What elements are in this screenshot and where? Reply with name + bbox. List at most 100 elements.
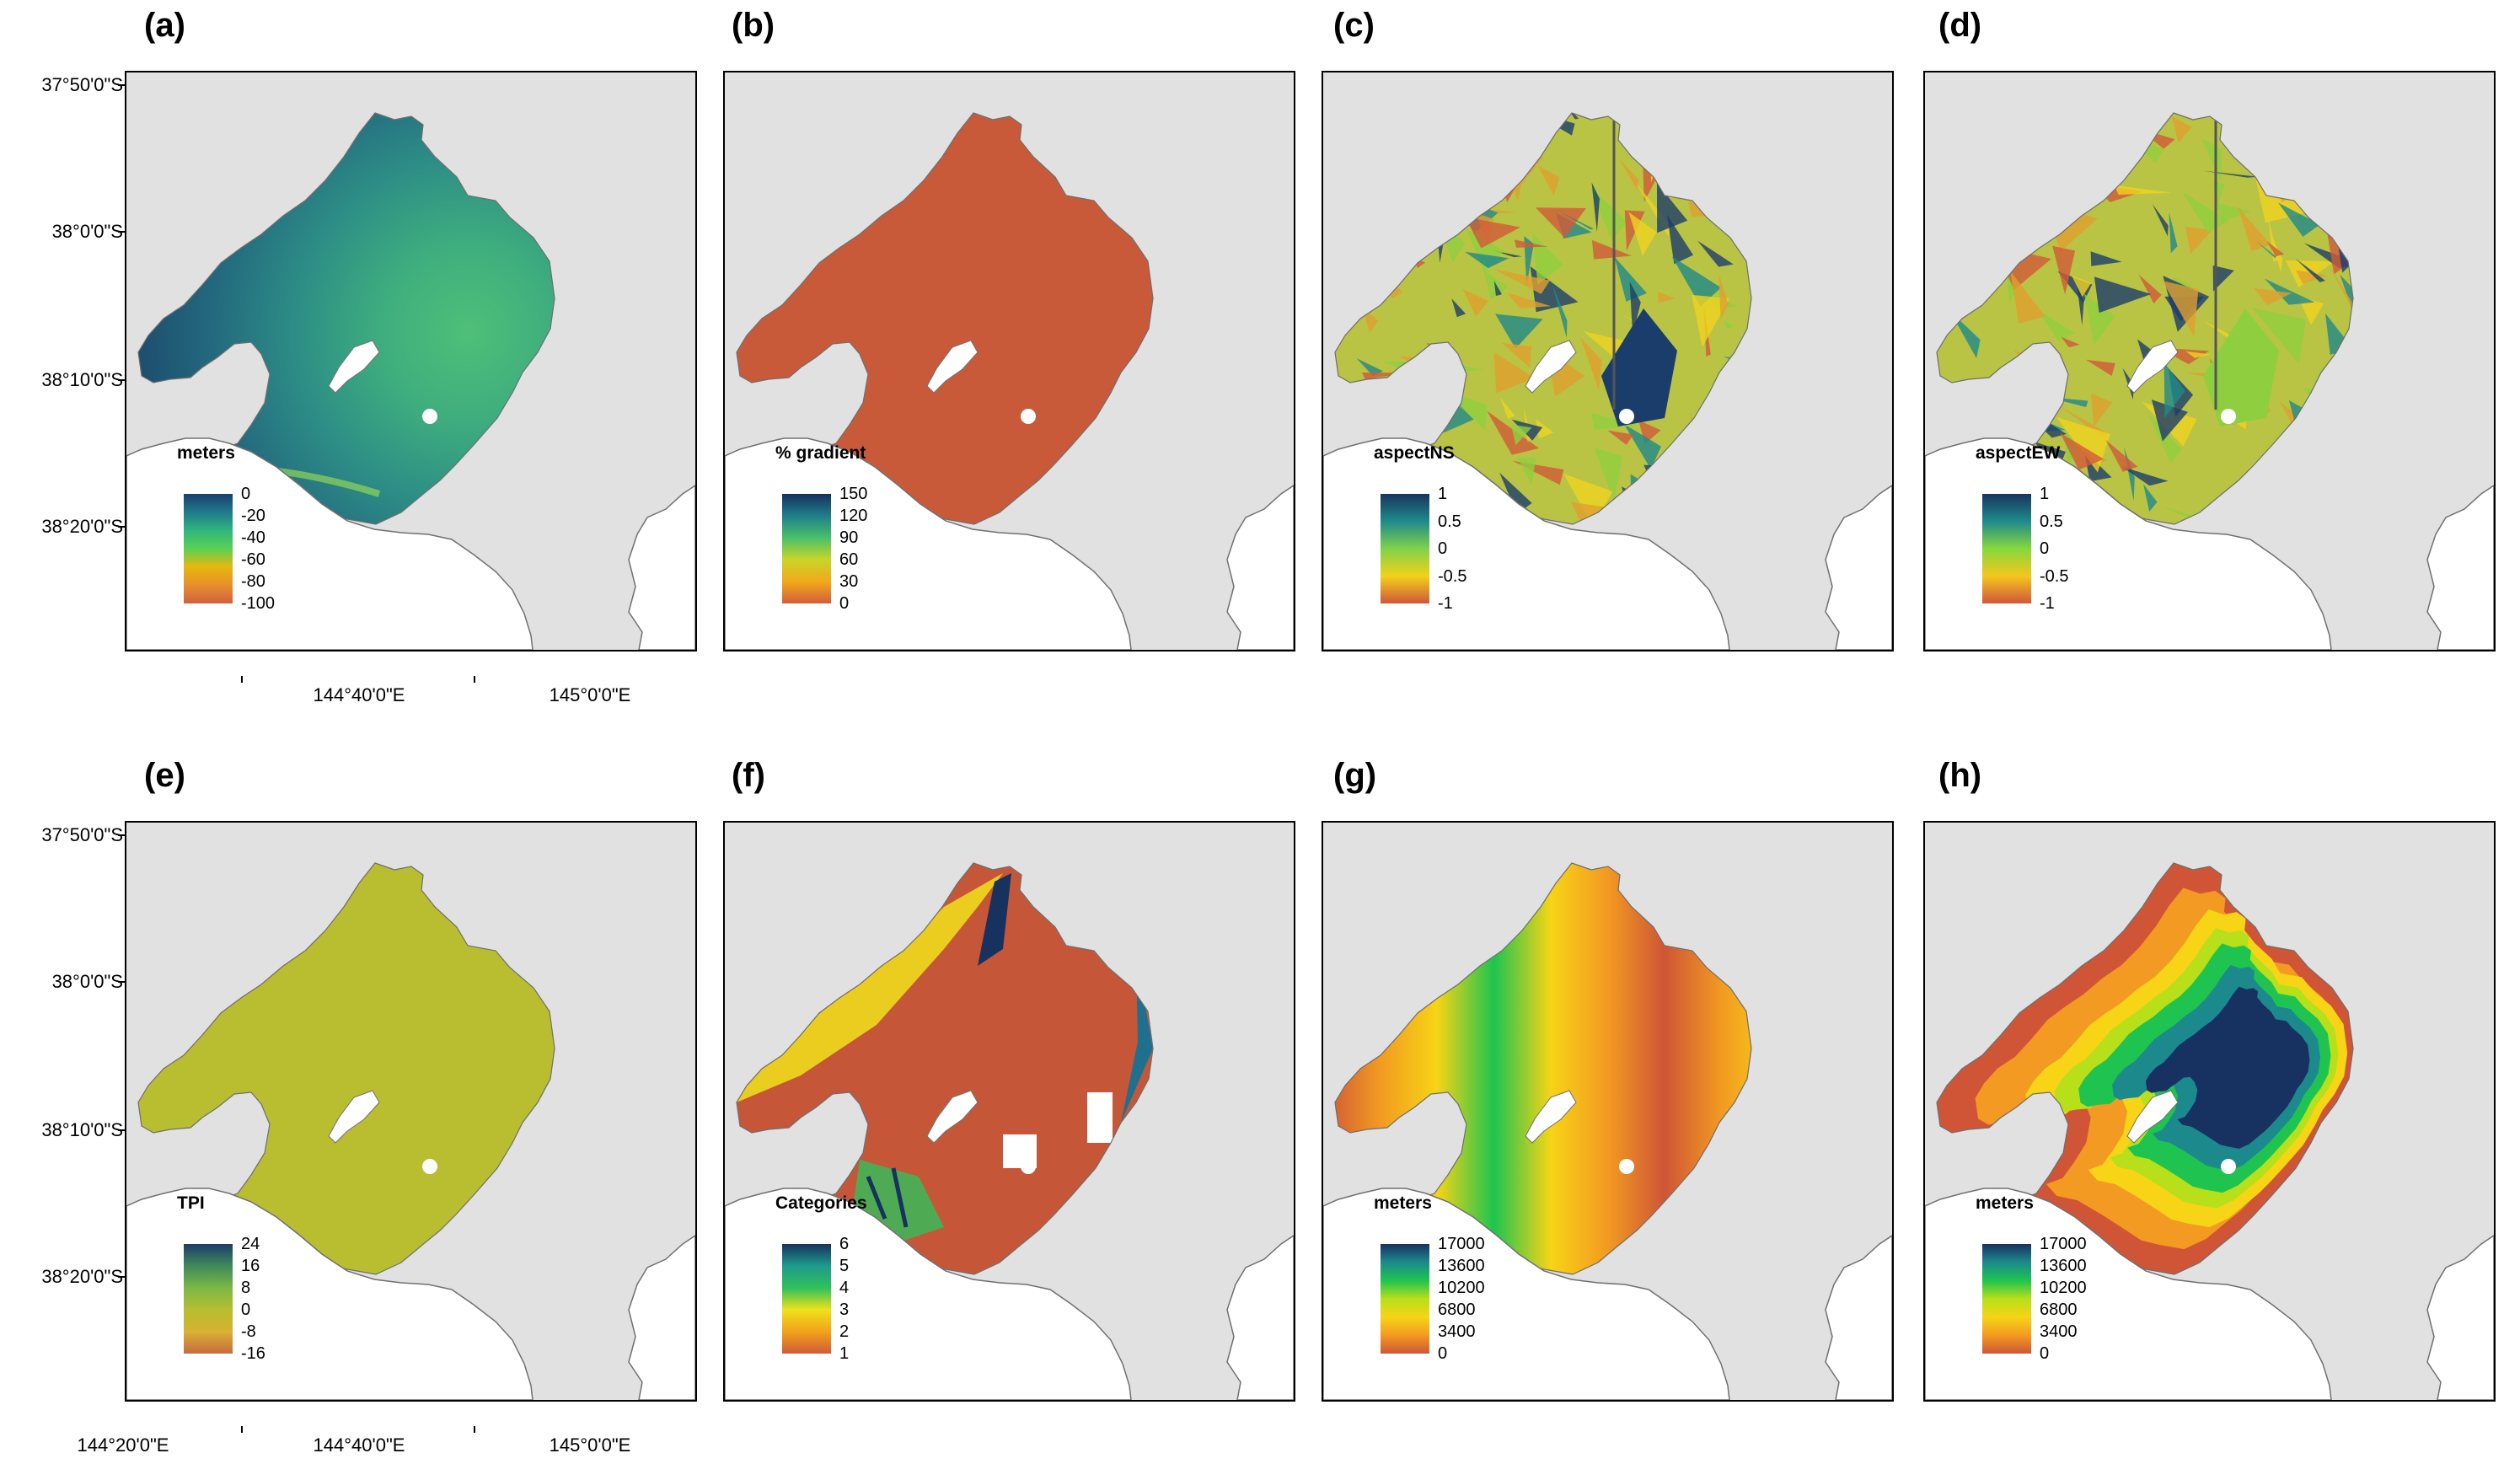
panel-label-h: (h) [1938,757,1982,794]
map-panel-f: Categories 6 5 4 3 2 1 [723,821,1295,1402]
legend-color-ramp [782,1244,831,1354]
panel-label-b: (b) [732,7,775,44]
legend-color-ramp [184,494,233,603]
lon-tick [474,676,475,683]
lat-tick [118,981,125,983]
legend-tick-label: -20 [241,507,265,525]
map-panel-h: meters 17000 13600 10200 6800 3400 0 [1923,821,2496,1402]
legend-tick-label: 0 [1438,1344,1448,1363]
legend: meters 0 -20 -40 -60 -80 -100 [177,443,362,620]
lat-label-bottom-1: 37°50'0"S [41,824,123,845]
legend-tick-label: 150 [839,485,868,503]
legend-tick-label: 5 [839,1257,850,1275]
legend-title: meters [1976,1193,2034,1213]
legend-tick-label: 4 [839,1279,850,1297]
lon-tick [241,676,243,683]
legend-tick-label: 10200 [2040,1279,2087,1297]
map-panel-e: TPI 24 16 8 0 -8 -16 [125,821,697,1402]
lat-tick [118,1276,125,1278]
panel-label-d: (d) [1938,7,1982,44]
legend-tick-label: 10200 [1438,1279,1485,1297]
legend-tick-label: 6800 [2040,1300,2078,1319]
lat-tick [118,526,125,528]
legend-tick-label: 0.5 [1438,512,1461,531]
panel-label-e: (e) [144,757,185,794]
lon-tick [474,1426,475,1433]
lon-label-top-2: 145°0'0"E [549,684,631,705]
lat-label-bottom-2: 38°0'0"S [51,971,123,992]
legend-tick-label: 0 [2040,1344,2050,1363]
map-panel-c: aspectNS 1 0.5 0 -0.5 -1 [1322,71,1894,652]
legend-tick-label: -100 [241,594,276,613]
lat-label-top-4: 38°20'0"S [41,516,123,537]
legend-tick-label: -1 [2040,594,2055,613]
map-canvas [1925,862,2494,1400]
legend-tick-label: -1 [1438,594,1453,613]
legend-color-ramp [1982,494,2031,603]
lat-label-top-1: 37°50'0"S [41,74,123,95]
legend-color-ramp [782,494,831,603]
lat-label-bottom-3: 38°10'0"S [41,1119,123,1140]
lon-tick [241,1426,243,1433]
legend-color-ramp [184,1244,233,1354]
lat-tick [118,834,125,836]
legend-tick-label: 0 [2040,539,2050,558]
lat-tick [118,379,125,381]
panel-label-c: (c) [1333,7,1375,44]
legend-tick-label: 17000 [2040,1235,2087,1253]
lon-label-bottom-1: 144°20'0"E [77,1434,169,1456]
lat-label-bottom-4: 38°20'0"S [41,1266,123,1287]
lat-tick [118,84,125,86]
panel-label-g: (g) [1333,757,1377,794]
legend-tick-label: -8 [241,1322,256,1341]
legend-color-ramp [1381,494,1429,603]
legend-tick-label: 0 [241,1300,251,1319]
lat-tick [118,1129,125,1131]
map-panel-d: aspectEW 1 0.5 0 -0.5 -1 [1923,71,2496,652]
legend: aspectNS 1 0.5 0 -0.5 -1 [1374,443,1559,620]
legend-title: TPI [177,1193,205,1213]
legend-tick-label: 120 [839,507,868,525]
legend-tick-label: -0.5 [1438,566,1467,586]
lat-tick [118,231,125,233]
legend-tick-label: 30 [839,572,859,591]
legend-title: Categories [775,1193,867,1213]
legend-tick-label: 3 [839,1300,850,1319]
legend: meters 17000 13600 10200 6800 3400 0 [1374,1193,1559,1370]
legend-title: meters [1374,1193,1432,1213]
legend-tick-label: -0.5 [2040,566,2069,586]
legend-tick-label: 3400 [1438,1322,1476,1341]
legend-tick-label: 1 [2040,485,2050,503]
legend-tick-label: 2 [839,1322,850,1341]
lat-label-top-2: 38°0'0"S [51,221,123,242]
map-canvas [126,862,695,1400]
legend-tick-label: 0.5 [2040,512,2063,531]
legend-title: % gradient [775,443,866,463]
map-canvas [1323,112,1892,650]
lon-label-bottom-3: 145°0'0"E [549,1434,631,1456]
legend-tick-label: 1 [839,1344,850,1363]
legend-tick-label: 6800 [1438,1300,1476,1319]
map-canvas [126,112,695,650]
lon-label-top-1: 144°40'0"E [313,684,405,705]
legend-tick-label: -80 [241,572,265,591]
legend: aspectEW 1 0.5 0 -0.5 -1 [1976,443,2161,620]
legend-title: meters [177,443,235,463]
legend-tick-label: -16 [241,1344,265,1363]
panel-label-f: (f) [732,757,765,794]
map-panel-a: meters 0 -20 -40 -60 -80 -100 [125,71,697,652]
lat-label-top-3: 38°10'0"S [41,369,123,390]
legend-tick-label: 16 [241,1257,260,1275]
legend-tick-label: 0 [839,594,850,613]
legend-tick-label: 8 [241,1279,251,1297]
legend: TPI 24 16 8 0 -8 -16 [177,1193,362,1370]
legend: % gradient 150 120 90 60 30 0 [775,443,961,620]
map-panel-g: meters 17000 13600 10200 6800 3400 0 [1322,821,1894,1402]
legend-tick-label: 13600 [1438,1257,1485,1275]
legend-tick-label: 0 [241,485,251,503]
legend-tick-label: 6 [839,1235,850,1253]
legend-tick-label: 1 [1438,485,1448,503]
legend-color-ramp [1381,1244,1429,1354]
legend-tick-label: -40 [241,528,265,547]
legend-color-ramp [1982,1244,2031,1354]
